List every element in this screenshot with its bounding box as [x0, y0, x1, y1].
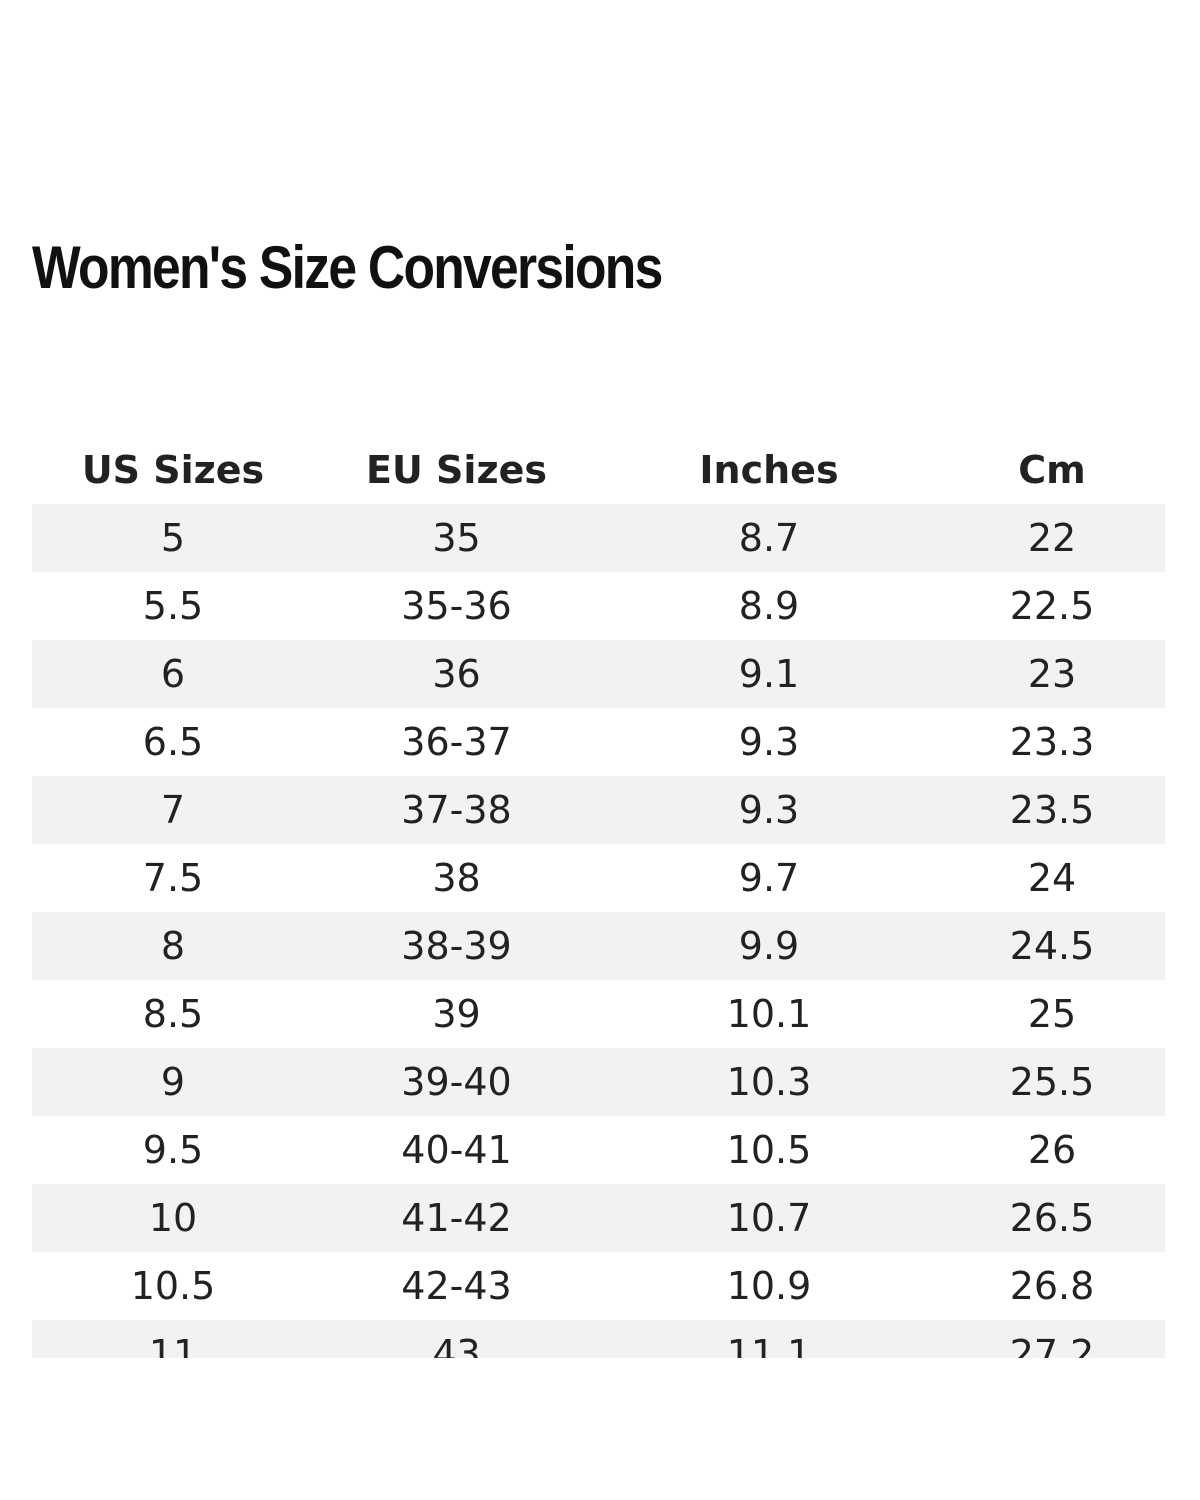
inches-cell: 9.7 [599, 844, 939, 912]
table-row: 9.5 40-41 10.5 26 [32, 1116, 1165, 1184]
cm-cell: 25.5 [939, 1048, 1165, 1116]
table-row: 6.5 36-37 9.3 23.3 [32, 708, 1165, 776]
inches-cell: 8.9 [599, 572, 939, 640]
table-row: 7 37-38 9.3 23.5 [32, 776, 1165, 844]
table-row: 11 43 11.1 27.2 [32, 1320, 1165, 1358]
eu-size-cell: 41-42 [314, 1184, 599, 1252]
inches-cell: 10.9 [599, 1252, 939, 1320]
table-header: US Sizes EU Sizes Inches Cm [32, 436, 1165, 504]
size-table-container[interactable]: US Sizes EU Sizes Inches Cm 5 35 8.7 22 5.5 3… [32, 436, 1165, 1358]
table-row: 5.5 35-36 8.9 22.5 [32, 572, 1165, 640]
us-size-cell: 11 [32, 1320, 314, 1358]
eu-size-cell: 37-38 [314, 776, 599, 844]
inches-cell: 10.1 [599, 980, 939, 1048]
eu-size-cell: 38-39 [314, 912, 599, 980]
table-row: 10 41-42 10.7 26.5 [32, 1184, 1165, 1252]
us-size-cell: 6.5 [32, 708, 314, 776]
cm-cell: 27.2 [939, 1320, 1165, 1358]
us-size-cell: 5 [32, 504, 314, 572]
cm-cell: 24.5 [939, 912, 1165, 980]
cm-cell: 26.5 [939, 1184, 1165, 1252]
inches-cell: 8.7 [599, 504, 939, 572]
us-size-cell: 6 [32, 640, 314, 708]
cm-cell: 25 [939, 980, 1165, 1048]
cm-cell: 24 [939, 844, 1165, 912]
table-row: 5 35 8.7 22 [32, 504, 1165, 572]
eu-size-cell: 42-43 [314, 1252, 599, 1320]
inches-cell: 10.7 [599, 1184, 939, 1252]
us-size-cell: 8 [32, 912, 314, 980]
eu-size-cell: 35-36 [314, 572, 599, 640]
header-row: US Sizes EU Sizes Inches Cm [32, 436, 1165, 504]
eu-size-cell: 43 [314, 1320, 599, 1358]
table-row: 10.5 42-43 10.9 26.8 [32, 1252, 1165, 1320]
cm-cell: 22 [939, 504, 1165, 572]
page-title: Women's Size Conversions [32, 234, 663, 301]
inches-cell: 9.1 [599, 640, 939, 708]
us-size-cell: 9 [32, 1048, 314, 1116]
table-row: 8 38-39 9.9 24.5 [32, 912, 1165, 980]
column-header-cm: Cm [1018, 448, 1086, 492]
eu-size-cell: 39 [314, 980, 599, 1048]
inches-cell: 9.9 [599, 912, 939, 980]
table-body: 5 35 8.7 22 5.5 35-36 8.9 22.5 6 36 9.1 23 6.5 36-37 9… [32, 504, 1165, 1358]
eu-size-cell: 38 [314, 844, 599, 912]
cm-cell: 22.5 [939, 572, 1165, 640]
cm-cell: 26 [939, 1116, 1165, 1184]
inches-cell: 9.3 [599, 708, 939, 776]
inches-cell: 10.3 [599, 1048, 939, 1116]
inches-cell: 10.5 [599, 1116, 939, 1184]
cm-cell: 23.3 [939, 708, 1165, 776]
column-header-us-sizes: US Sizes [81, 448, 265, 492]
us-size-cell: 10 [32, 1184, 314, 1252]
eu-size-cell: 39-40 [314, 1048, 599, 1116]
cm-cell: 26.8 [939, 1252, 1165, 1320]
size-conversion-table: US Sizes EU Sizes Inches Cm 5 35 8.7 22 5.5 3… [32, 436, 1165, 1358]
us-size-cell: 7.5 [32, 844, 314, 912]
eu-size-cell: 40-41 [314, 1116, 599, 1184]
us-size-cell: 8.5 [32, 980, 314, 1048]
table-row: 9 39-40 10.3 25.5 [32, 1048, 1165, 1116]
cm-cell: 23.5 [939, 776, 1165, 844]
table-row: 7.5 38 9.7 24 [32, 844, 1165, 912]
column-header-eu-sizes: EU Sizes [366, 448, 547, 492]
us-size-cell: 5.5 [32, 572, 314, 640]
cm-cell: 23 [939, 640, 1165, 708]
us-size-cell: 9.5 [32, 1116, 314, 1184]
table-row: 6 36 9.1 23 [32, 640, 1165, 708]
table-row: 8.5 39 10.1 25 [32, 980, 1165, 1048]
us-size-cell: 7 [32, 776, 314, 844]
eu-size-cell: 36-37 [314, 708, 599, 776]
eu-size-cell: 35 [314, 504, 599, 572]
column-header-inches: Inches [699, 448, 839, 492]
inches-cell: 9.3 [599, 776, 939, 844]
inches-cell: 11.1 [599, 1320, 939, 1358]
eu-size-cell: 36 [314, 640, 599, 708]
us-size-cell: 10.5 [32, 1252, 314, 1320]
